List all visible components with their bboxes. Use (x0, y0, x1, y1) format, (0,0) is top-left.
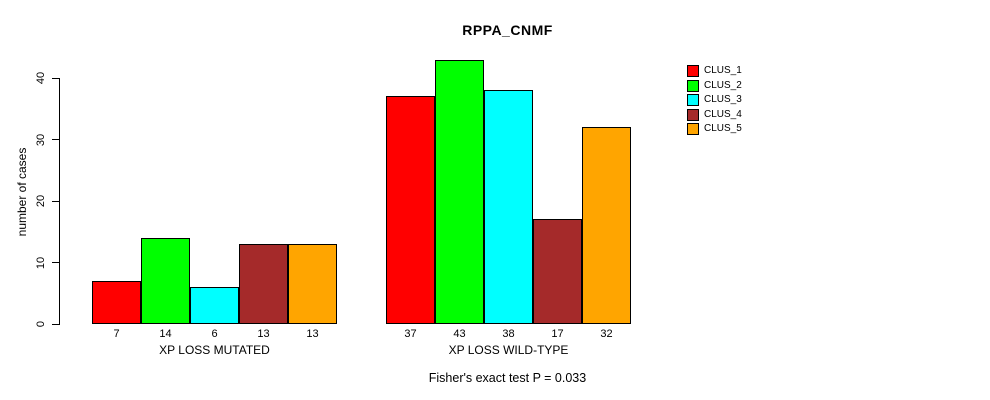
y-tick-label: 40 (35, 71, 47, 85)
legend-swatch-icon (687, 123, 699, 135)
bar-clus_2-group1 (141, 238, 190, 324)
bar-value-label: 14 (159, 328, 172, 340)
y-tick-mark (52, 200, 59, 202)
group-label-2: XP LOSS WILD-TYPE (448, 343, 569, 357)
y-axis-line (59, 78, 60, 325)
y-tick-label: 30 (35, 133, 47, 146)
footnote-text: Fisher's exact test P = 0.033 (428, 371, 587, 385)
bar-clus_2-group2 (435, 60, 484, 324)
legend-item-clus_3: CLUS_3 (687, 94, 742, 106)
chart-title: RPPA_CNMF (462, 22, 553, 38)
y-tick-label: 10 (35, 256, 47, 269)
bar-clus_3-group2 (484, 90, 533, 324)
legend-item-clus_4: CLUS_4 (687, 108, 742, 121)
legend-swatch-icon (687, 79, 699, 92)
bar-clus_4-group2 (533, 219, 582, 324)
bar-clus_4-group1 (239, 244, 288, 324)
y-tick-mark (52, 77, 59, 79)
y-tick-mark (52, 323, 59, 325)
y-tick-label: 20 (35, 194, 47, 208)
bar-clus_3-group1 (190, 287, 239, 324)
legend-label: CLUS_3 (704, 94, 742, 105)
bar-value-label: 37 (404, 328, 417, 340)
legend-item-clus_1: CLUS_1 (687, 65, 742, 77)
legend-item-clus_2: CLUS_2 (687, 79, 742, 92)
legend-swatch-icon (687, 65, 699, 77)
legend-swatch-icon (687, 94, 699, 106)
bar-clus_1-group1 (92, 281, 141, 324)
y-tick-label: 0 (35, 320, 47, 328)
legend-label: CLUS_1 (704, 65, 742, 76)
bar-value-label: 38 (502, 328, 515, 340)
bar-value-label: 13 (257, 328, 270, 340)
bar-clus_1-group2 (386, 96, 435, 324)
bar-clus_5-group1 (288, 244, 337, 324)
legend-label: CLUS_5 (704, 123, 742, 134)
group-label-1: XP LOSS MUTATED (159, 343, 270, 357)
y-tick-mark (52, 139, 59, 140)
y-axis-label: number of cases (15, 147, 29, 237)
bar-value-label: 6 (211, 328, 218, 340)
legend-item-clus_5: CLUS_5 (687, 123, 742, 135)
legend-label: CLUS_2 (704, 79, 742, 91)
bar-value-label: 43 (453, 328, 466, 340)
y-tick-mark (52, 262, 59, 263)
bar-clus_5-group2 (582, 127, 631, 324)
bar-value-label: 13 (306, 328, 319, 340)
bar-value-label: 32 (600, 328, 613, 340)
legend-label: CLUS_4 (704, 108, 742, 120)
legend-swatch-icon (687, 108, 699, 121)
bar-value-label: 7 (113, 328, 120, 340)
bar-value-label: 17 (551, 328, 564, 340)
